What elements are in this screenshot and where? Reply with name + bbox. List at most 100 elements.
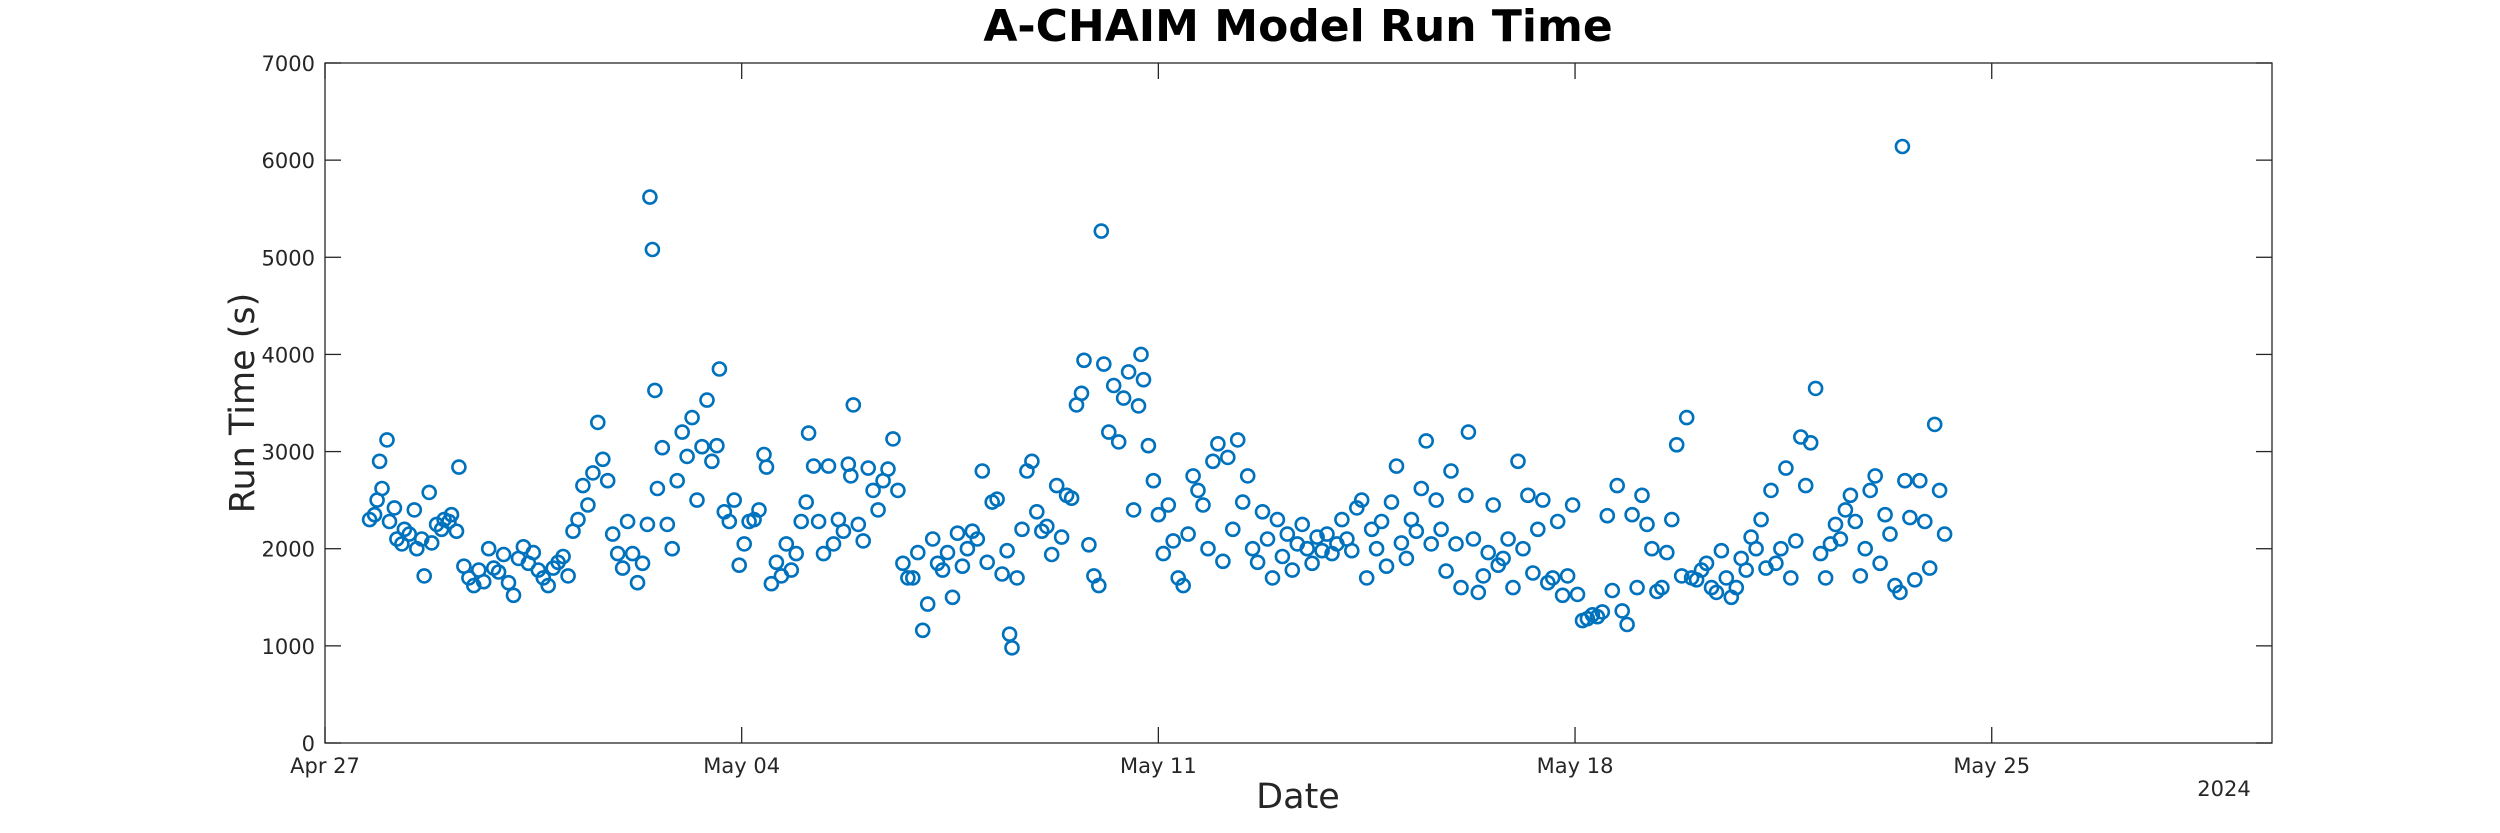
data-point	[1783, 570, 1799, 586]
data-point	[1877, 506, 1893, 523]
data-point	[1525, 565, 1541, 581]
data-point	[1170, 570, 1186, 586]
data-point	[1254, 503, 1271, 520]
x-tick-label: May 04	[703, 754, 780, 778]
data-point	[1465, 531, 1482, 547]
data-points	[361, 138, 1953, 656]
data-point	[1917, 513, 1933, 530]
data-point	[1773, 540, 1789, 557]
data-point	[1096, 356, 1112, 372]
data-point	[416, 568, 433, 584]
data-point	[689, 492, 705, 508]
data-point	[850, 516, 867, 533]
data-point	[694, 438, 710, 455]
data-point	[480, 540, 497, 557]
data-point	[1837, 502, 1854, 518]
data-point	[1393, 535, 1410, 551]
y-tick-label: 7000	[262, 52, 315, 76]
data-point	[1220, 449, 1236, 466]
data-point	[490, 564, 507, 580]
data-point	[1629, 579, 1645, 596]
data-point	[1039, 518, 1055, 535]
data-point	[1368, 540, 1385, 557]
data-point	[979, 554, 996, 571]
data-point	[654, 439, 671, 456]
data-point	[1882, 526, 1898, 542]
chart-title: A-CHAIM Model Run Time	[983, 1, 1612, 52]
data-point	[575, 477, 591, 494]
data-point	[890, 482, 906, 499]
data-point	[421, 484, 438, 501]
data-point	[1063, 490, 1080, 507]
data-point	[1644, 540, 1660, 557]
data-point	[1664, 511, 1680, 528]
data-point	[1458, 487, 1474, 504]
data-point	[1480, 544, 1496, 561]
data-point	[1093, 223, 1110, 239]
data-point	[1274, 548, 1291, 565]
data-point	[1140, 437, 1157, 454]
data-point	[810, 513, 827, 530]
data-point	[1475, 568, 1492, 584]
y-tick-label: 2000	[262, 538, 315, 562]
data-point	[1408, 523, 1425, 540]
data-point	[860, 460, 877, 476]
data-point	[835, 523, 852, 540]
data-point	[783, 562, 800, 578]
data-point	[1398, 550, 1415, 567]
data-point	[604, 526, 621, 542]
data-point	[914, 622, 931, 639]
data-point	[443, 506, 460, 523]
data-point	[580, 497, 596, 513]
data-point	[1569, 586, 1586, 603]
data-point	[1383, 494, 1400, 510]
data-point	[1048, 477, 1065, 494]
data-point	[805, 458, 822, 474]
data-point	[1549, 513, 1566, 530]
data-point	[465, 577, 482, 594]
data-point	[1515, 540, 1531, 557]
data-point	[1009, 570, 1025, 586]
data-point	[649, 480, 666, 497]
data-point	[1423, 536, 1439, 552]
data-point	[1847, 513, 1864, 530]
data-point	[1145, 472, 1162, 489]
data-point	[895, 555, 911, 572]
data-point	[599, 472, 616, 489]
data-point	[1604, 582, 1621, 599]
data-point	[1544, 570, 1561, 586]
data-point	[1867, 468, 1883, 484]
data-point	[1659, 544, 1675, 561]
data-point	[505, 587, 522, 604]
data-point	[1708, 584, 1725, 601]
data-point	[924, 531, 941, 547]
data-point	[647, 382, 663, 399]
data-point	[1205, 453, 1221, 470]
data-point	[634, 555, 651, 572]
data-point	[1269, 511, 1286, 528]
data-point	[1753, 511, 1769, 528]
data-point	[394, 536, 410, 552]
data-point	[1510, 453, 1526, 470]
data-point	[1165, 533, 1181, 549]
data-point	[1120, 364, 1137, 380]
data-point	[1091, 577, 1107, 594]
data-point	[726, 492, 743, 508]
data-point	[949, 525, 966, 542]
data-point	[500, 574, 517, 591]
data-point	[644, 241, 661, 258]
data-point	[1319, 526, 1335, 542]
data-point	[1314, 542, 1330, 559]
data-point	[1229, 432, 1246, 448]
data-point	[1559, 568, 1576, 584]
data-point	[1832, 531, 1849, 547]
data-point	[900, 570, 916, 586]
data-point	[1554, 587, 1571, 604]
data-point	[679, 448, 695, 465]
data-point	[825, 536, 842, 552]
data-point	[1334, 511, 1350, 528]
data-point	[1495, 550, 1511, 567]
data-point	[451, 459, 467, 475]
data-point	[954, 558, 971, 575]
data-point	[1912, 472, 1928, 489]
